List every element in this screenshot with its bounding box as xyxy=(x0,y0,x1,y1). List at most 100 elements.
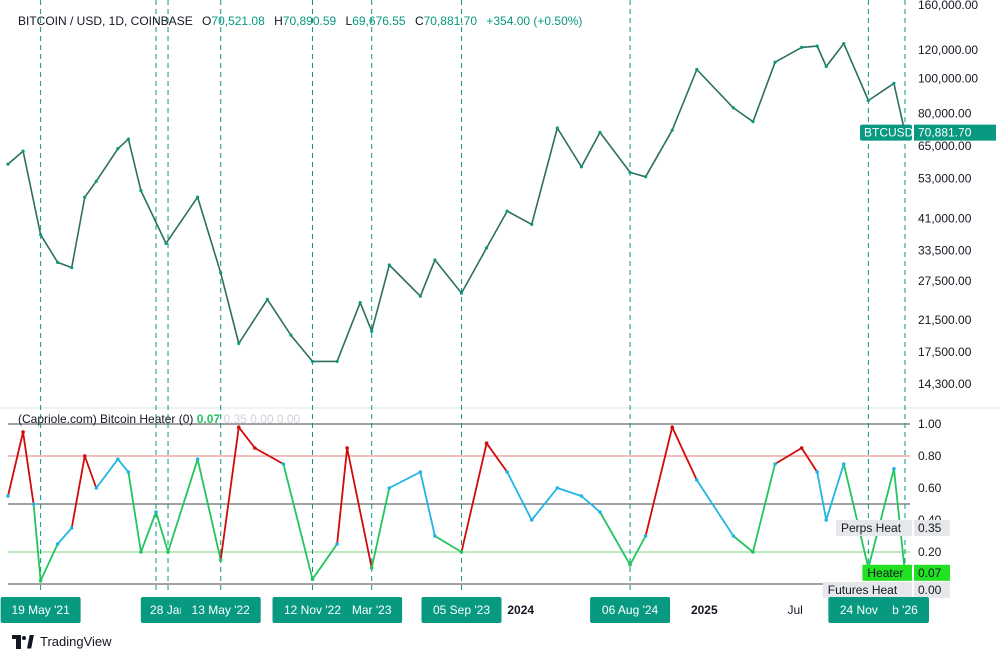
heater-segment xyxy=(506,471,533,521)
high-label: H xyxy=(274,14,283,28)
indicator-value-futures: 0.00 xyxy=(250,412,274,426)
close-value: 70,881.70 xyxy=(423,14,478,28)
side-label-futures-heat: Futures Heat 0.00 xyxy=(822,582,950,598)
price-point xyxy=(892,81,896,85)
side-label-perps-heat: Perps Heat 0.35 xyxy=(836,520,950,536)
heater-point xyxy=(139,550,143,554)
heater-segment xyxy=(485,442,508,473)
price-point xyxy=(370,329,374,333)
heater-point xyxy=(236,425,241,430)
heater-segment xyxy=(70,455,86,529)
heater-point xyxy=(529,518,534,522)
side-label-value-box xyxy=(914,520,950,536)
heater-segment xyxy=(460,442,488,553)
price-point xyxy=(433,258,437,262)
price-tick-label: 160,000.00 xyxy=(918,0,978,12)
indicator-value-extra: 0.00 xyxy=(276,412,301,426)
indicator-legend[interactable]: (Capriole.com) Bitcoin Heater (0) 0.07 0… xyxy=(18,412,300,426)
heater-point xyxy=(345,446,349,450)
heater-segment xyxy=(346,447,373,569)
heater-segment xyxy=(629,535,647,566)
heater-point xyxy=(555,486,560,490)
price-point xyxy=(139,188,143,193)
price-point xyxy=(505,209,509,213)
heater-segment xyxy=(196,458,222,561)
price-point xyxy=(644,175,648,179)
heater-segment xyxy=(140,511,157,553)
date-badge-label: 13 May '22 xyxy=(192,603,251,617)
price-point xyxy=(6,162,10,166)
price-point xyxy=(773,60,777,64)
heater-segment xyxy=(580,495,601,513)
price-tick-label: 120,000.00 xyxy=(918,43,978,57)
price-point xyxy=(842,41,846,46)
price-point xyxy=(289,333,293,337)
heater-point xyxy=(799,446,804,450)
price-point xyxy=(265,297,269,301)
heater-point xyxy=(126,470,131,474)
heater-tick-label: 0.60 xyxy=(918,481,942,495)
date-badge: 05 Sep '23 xyxy=(421,597,502,623)
heater-point xyxy=(433,534,437,538)
price-point xyxy=(484,246,489,250)
heater-segment xyxy=(336,447,349,545)
side-label-value-box xyxy=(914,582,950,598)
heater-segment xyxy=(127,471,142,553)
heater-segment xyxy=(155,511,169,553)
price-point xyxy=(126,137,131,141)
heater-segment xyxy=(752,463,776,553)
price-tick-label: 14,300.00 xyxy=(918,377,972,391)
price-point xyxy=(418,294,422,298)
change-value: +354.00 (+0.50%) xyxy=(486,14,583,28)
heater-tick-label: 0.20 xyxy=(918,545,942,559)
date-badge: 12 Nov '22 xyxy=(272,597,353,623)
heater-segment xyxy=(370,487,391,569)
price-point xyxy=(358,301,362,305)
tradingview-icon xyxy=(12,634,34,649)
heater-segment xyxy=(599,511,631,566)
price-point xyxy=(237,341,241,346)
low-label: L xyxy=(345,14,353,28)
price-point xyxy=(83,195,87,199)
heater-tick-label: 1.00 xyxy=(918,417,942,431)
price-tag-value: 70,881.70 xyxy=(918,126,972,140)
heater-point xyxy=(459,550,464,554)
price-tick-label: 65,000.00 xyxy=(918,139,972,153)
heater-point xyxy=(55,542,60,546)
heater-segment xyxy=(696,479,735,537)
heater-segment xyxy=(95,458,119,489)
side-label-value: 0.00 xyxy=(918,583,942,597)
price-point xyxy=(731,106,736,110)
heater-point xyxy=(369,566,374,570)
open-label: O xyxy=(202,14,212,28)
date-badge: b '26 xyxy=(880,597,929,623)
price-series-line xyxy=(7,42,906,363)
price-point xyxy=(164,241,168,245)
heater-segment xyxy=(117,458,130,473)
price-point xyxy=(555,126,559,130)
price-point xyxy=(459,291,464,295)
indicator-title: (Capriole.com) Bitcoin Heater (0) xyxy=(18,412,194,426)
close-label: C xyxy=(414,14,424,28)
price-tick-label: 41,000.00 xyxy=(918,212,972,226)
price-point xyxy=(39,233,43,237)
date-badge-label: 19 May '21 xyxy=(11,603,70,617)
price-point xyxy=(335,359,339,364)
time-axis-label: Jul xyxy=(787,603,802,617)
date-badge: 19 May '21 xyxy=(0,597,81,623)
heater-segment xyxy=(816,471,828,521)
side-label-name: Heater xyxy=(867,566,903,580)
date-badge: Mar '23 xyxy=(341,597,403,623)
date-badge-box xyxy=(0,597,81,623)
price-point xyxy=(628,170,632,175)
price-tag-symbol-box xyxy=(860,124,912,141)
price-point xyxy=(670,128,674,132)
tradingview-brand: TradingView xyxy=(40,634,112,649)
price-point xyxy=(196,195,200,199)
date-badge-label: Mar '23 xyxy=(352,603,392,617)
price-point xyxy=(598,130,602,134)
heater-segment xyxy=(800,447,818,473)
tradingview-logo[interactable]: TradingView xyxy=(12,634,112,649)
price-tag-value-box xyxy=(914,124,996,141)
